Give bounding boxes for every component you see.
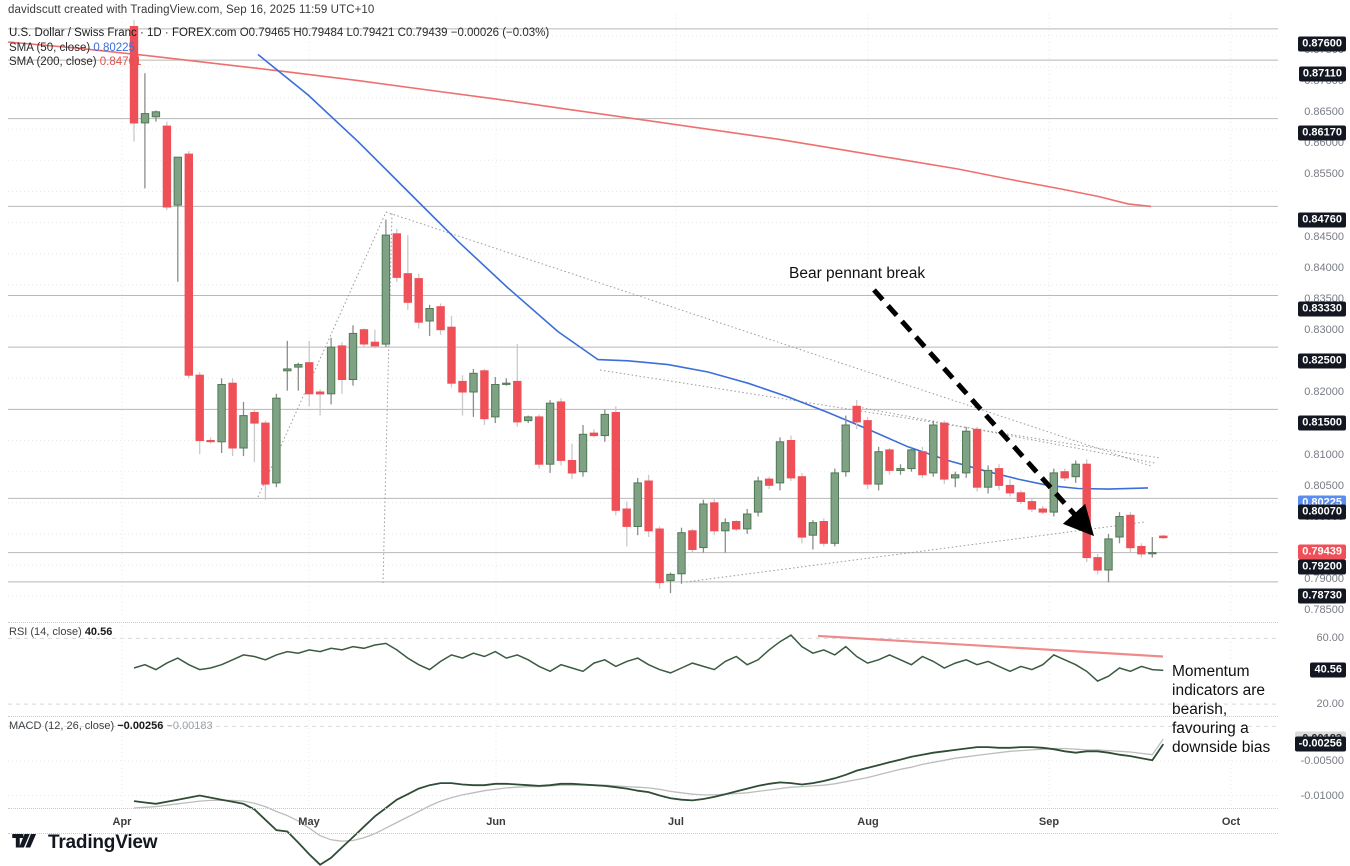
macd-label: MACD (12, 26, close): [9, 720, 115, 732]
time-axis-label: May: [298, 816, 320, 828]
macd-axis-tick: -0.00500: [1300, 754, 1344, 767]
macd-axis-pill[interactable]: -0.00256: [1294, 736, 1346, 752]
time-axis-label: Apr: [112, 816, 132, 828]
macd-plot-area[interactable]: [8, 716, 1278, 866]
rsi-axis[interactable]: 60.00 20.00 40.56: [1278, 622, 1350, 714]
price-axis-tick: 0.85500: [1304, 168, 1344, 181]
macd-value: −0.00256: [117, 720, 164, 732]
price-plot-area[interactable]: [7, 14, 1278, 618]
annotation-momentum: Momentum indicators are bearish, favouri…: [1172, 663, 1271, 756]
rsi-label: RSI (14, close): [9, 626, 82, 638]
rsi-pane-divider: [8, 622, 1278, 623]
macd-signal-value: −0.00183: [166, 720, 213, 732]
price-axis-pill[interactable]: 0.79439: [1298, 544, 1346, 560]
time-axis[interactable]: Apr May Jun Jul Aug Sep Oct: [0, 808, 1350, 834]
macd-pane-divider: [8, 716, 1278, 717]
price-axis-pill[interactable]: 0.78730: [1298, 588, 1346, 604]
price-axis-pill[interactable]: 0.83330: [1298, 301, 1346, 317]
price-candlestick-svg: [7, 14, 1278, 618]
price-axis-tick: 0.86000: [1304, 137, 1344, 150]
rsi-plot-area[interactable]: [8, 622, 1278, 714]
rsi-axis-pill[interactable]: 40.56: [1310, 662, 1346, 678]
price-axis-pill[interactable]: 0.79200: [1298, 559, 1346, 575]
macd-line-svg: [8, 716, 1278, 866]
price-axis-pill[interactable]: 0.87110: [1298, 66, 1346, 82]
price-axis-tick: 0.83500: [1304, 292, 1344, 305]
price-axis-tick: 0.82000: [1304, 386, 1344, 399]
price-pane[interactable]: 0.875000.870000.865000.860000.855000.845…: [0, 14, 1350, 618]
price-axis-tick: 0.81000: [1304, 448, 1344, 461]
price-axis-pill[interactable]: 0.80070: [1298, 504, 1346, 520]
price-axis-tick: 0.80500: [1304, 479, 1344, 492]
macd-axis-tick: -0.01000: [1300, 789, 1344, 802]
price-axis-tick: 0.84000: [1304, 261, 1344, 274]
time-axis-label: Oct: [1221, 816, 1241, 828]
rsi-axis-tick: 20.00: [1316, 698, 1344, 711]
price-axis-pill[interactable]: 0.86170: [1298, 125, 1346, 141]
rsi-value: 40.56: [84, 626, 113, 638]
price-axis-pill[interactable]: 0.84760: [1298, 212, 1346, 228]
macd-pane[interactable]: MACD (12, 26, close) −0.00256 −0.00183 -…: [0, 716, 1350, 866]
time-axis-label: Sep: [1038, 816, 1060, 828]
price-axis-pill[interactable]: 0.81500: [1298, 415, 1346, 431]
price-axis-pill[interactable]: 0.87600: [1298, 36, 1346, 52]
time-axis-label: Jul: [668, 816, 684, 828]
time-axis-bottom-rule: [8, 833, 1278, 834]
price-axis-pill[interactable]: 0.82500: [1298, 353, 1346, 369]
rsi-legend[interactable]: RSI (14, close) 40.56: [9, 626, 112, 638]
price-axis-tick: 0.79000: [1304, 573, 1344, 586]
time-axis-label: Jun: [486, 816, 506, 828]
price-axis-tick: 0.86500: [1304, 106, 1344, 119]
attribution-text: davidscutt created with TradingView.com,…: [8, 4, 375, 16]
tradingview-wordmark: TradingView: [48, 832, 158, 853]
time-axis-label: Aug: [857, 816, 879, 828]
macd-legend[interactable]: MACD (12, 26, close) −0.00256 −0.00183: [9, 720, 213, 732]
price-axis-tick: 0.78500: [1304, 604, 1344, 617]
rsi-pane[interactable]: RSI (14, close) 40.56 60.00 20.00 40.56: [0, 622, 1350, 714]
price-axis-tick: 0.83000: [1304, 324, 1344, 336]
tradingview-logo: TradingView: [12, 832, 158, 854]
rsi-axis-tick: 60.00: [1316, 632, 1344, 645]
price-axis[interactable]: 0.875000.870000.865000.860000.855000.845…: [1278, 14, 1350, 618]
tradingview-mark-icon: [12, 833, 37, 847]
macd-axis[interactable]: -0.00500-0.01000-0.00183-0.00256: [1278, 716, 1350, 808]
price-axis-tick: 0.84500: [1304, 230, 1344, 243]
rsi-line-svg: [8, 622, 1278, 714]
annotation-bear-pennant: Bear pennant break: [789, 265, 926, 282]
time-axis-top-rule: [8, 808, 1278, 809]
